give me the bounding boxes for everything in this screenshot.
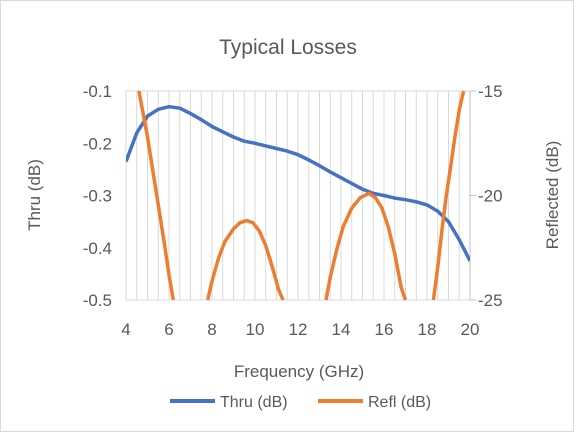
y-tick-label: -0.5: [83, 291, 112, 310]
gridlines: [125, 90, 471, 300]
axes: [126, 90, 476, 301]
x-tick-label: 4: [121, 320, 130, 339]
x-tick-label: 14: [332, 320, 351, 339]
y2-tick-label: -20: [478, 187, 503, 206]
x-tick-label: 6: [164, 320, 173, 339]
series-layer: [126, 90, 470, 301]
x-axis-label: Frequency (GHz): [234, 362, 364, 381]
legend-label-thru: Thru (dB): [220, 394, 288, 411]
chart-title: Typical Losses: [219, 36, 357, 59]
y2-tick-label: -15: [478, 82, 503, 101]
refl-series-line: [431, 90, 466, 301]
tick-labels: 4 6 8 10 12 14 16 18 20 -0.1 -0.2 -0.3 -0.4 -0.5 -15 -2…: [83, 82, 503, 339]
x-tick-label: 8: [207, 320, 216, 339]
y-axis-label: Thru (dB): [25, 159, 44, 231]
refl-series-line: [137, 90, 176, 301]
x-tick-label: 20: [461, 320, 480, 339]
y-tick-label: -0.1: [83, 82, 112, 101]
y-tick-label: -0.2: [83, 134, 112, 153]
thru-series-line: [126, 104, 470, 262]
y-tick-label: -0.4: [83, 239, 112, 258]
x-tick-label: 16: [375, 320, 394, 339]
legend-label-refl: Refl (dB): [368, 394, 431, 411]
y2-axis-label: Reflected (dB): [543, 141, 562, 250]
x-tick-label: 12: [289, 320, 308, 339]
refl-series-line: [324, 191, 408, 301]
y-tick-label: -0.3: [83, 187, 112, 206]
x-tick-label: 10: [246, 320, 265, 339]
refl-series-line: [205, 218, 285, 301]
legend: Thru (dB) Refl (dB): [170, 394, 431, 411]
x-tick-label: 18: [418, 320, 437, 339]
y2-tick-label: -25: [478, 291, 503, 310]
